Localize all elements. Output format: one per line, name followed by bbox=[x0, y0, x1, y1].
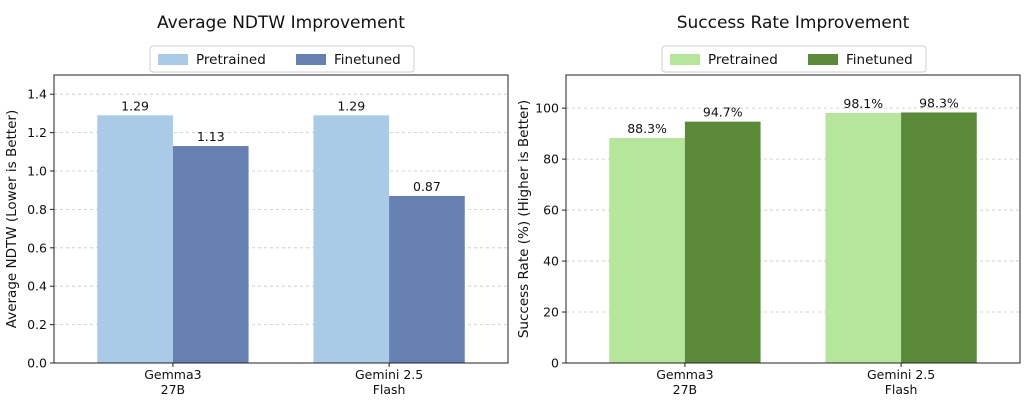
legend-swatch-pretrained bbox=[158, 54, 188, 65]
y-tick-label: 20 bbox=[543, 305, 559, 320]
legend-swatch-pretrained bbox=[670, 54, 700, 65]
data-label: 1.29 bbox=[121, 98, 149, 113]
x-tick-label: Gemma3 27B bbox=[144, 367, 201, 397]
y-tick-label: 1.0 bbox=[27, 164, 47, 179]
data-label: 88.3% bbox=[627, 121, 667, 136]
plot-frame bbox=[565, 74, 1021, 364]
legend-label-finetuned: Finetuned bbox=[846, 52, 913, 68]
y-tick-label: 100 bbox=[535, 101, 559, 116]
chart-panel-2: Success Rate Improvement 88.3% 98.1% 94.7% 9… bbox=[516, 13, 1021, 397]
bar-pretrained-2 bbox=[313, 115, 390, 363]
y-axis-label: Success Rate (%) (Higher is Better) bbox=[516, 100, 532, 338]
y-tick-label: 0.2 bbox=[27, 317, 47, 332]
legend: Pretrained Finetuned bbox=[149, 45, 415, 73]
bar-pretrained-1 bbox=[609, 137, 685, 363]
legend-frame bbox=[661, 45, 927, 73]
data-label: 1.29 bbox=[337, 98, 365, 113]
y-tick-label: 0.8 bbox=[27, 202, 47, 217]
chart-title: Success Rate Improvement bbox=[677, 13, 910, 33]
legend-label-pretrained: Pretrained bbox=[196, 52, 266, 68]
bar-finetuned-2 bbox=[389, 195, 465, 363]
x-tick-label: Gemma3 27B bbox=[656, 367, 713, 397]
bar-finetuned-1 bbox=[684, 121, 761, 363]
x-tick-label: Gemini 2.5 Flash bbox=[867, 367, 935, 397]
y-tick-label: 40 bbox=[543, 254, 559, 269]
bar-pretrained-2 bbox=[825, 112, 902, 363]
legend: Pretrained Finetuned bbox=[661, 45, 927, 73]
data-label: 1.13 bbox=[197, 129, 225, 144]
y-axis-label: Average NDTW (Lower is Better) bbox=[4, 110, 20, 328]
data-label: 98.3% bbox=[919, 95, 959, 110]
plot-frame bbox=[53, 74, 509, 364]
legend-label-pretrained: Pretrained bbox=[708, 52, 778, 68]
bar-finetuned-1 bbox=[172, 146, 249, 363]
bar-finetuned-2 bbox=[901, 112, 977, 363]
data-label: 98.1% bbox=[843, 96, 883, 111]
bar-pretrained-1 bbox=[97, 115, 173, 363]
chart-panel-1: Average NDTW Improvement 1.29 1.29 1.13 0.87… bbox=[4, 13, 509, 397]
y-tick-label: 0.6 bbox=[27, 240, 47, 255]
y-tick-label: 0.0 bbox=[27, 356, 47, 371]
legend-label-finetuned: Finetuned bbox=[334, 52, 401, 68]
y-tick-label: 0 bbox=[551, 356, 559, 371]
legend-swatch-finetuned bbox=[808, 54, 838, 65]
data-label: 94.7% bbox=[703, 105, 743, 120]
y-tick-label: 1.4 bbox=[27, 87, 47, 102]
y-tick-label: 1.2 bbox=[27, 125, 47, 140]
y-tick-label: 80 bbox=[543, 152, 559, 167]
chart-title: Average NDTW Improvement bbox=[157, 13, 405, 33]
legend-swatch-finetuned bbox=[296, 54, 326, 65]
y-tick-label: 60 bbox=[543, 203, 559, 218]
legend-frame bbox=[149, 45, 415, 73]
data-label: 0.87 bbox=[413, 179, 441, 194]
y-tick-label: 0.4 bbox=[27, 279, 47, 294]
x-tick-label: Gemini 2.5 Flash bbox=[355, 367, 423, 397]
